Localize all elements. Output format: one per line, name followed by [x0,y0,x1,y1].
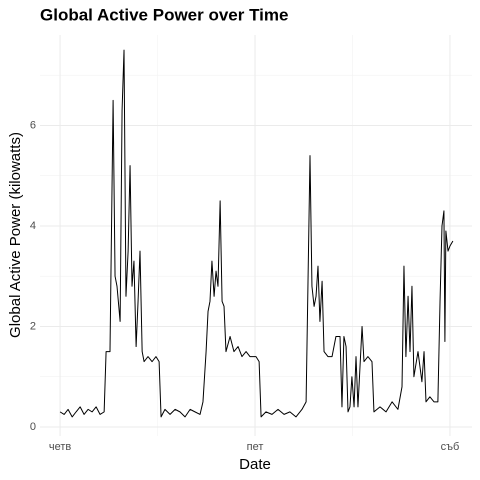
y-tick-label: 6 [30,119,36,131]
x-tick-label: съб [441,441,460,453]
y-axis-title: Global Active Power (kilowatts) [7,132,24,338]
y-tick-label: 0 [30,421,36,433]
x-tick-label: четв [49,441,72,453]
x-tick-label: пет [247,441,264,453]
data-line [59,49,454,418]
chart-title: Global Active Power over Time [40,5,288,24]
y-tick-label: 4 [30,220,36,232]
y-tick-label: 2 [30,320,36,332]
x-axis-title: Date [239,456,271,473]
